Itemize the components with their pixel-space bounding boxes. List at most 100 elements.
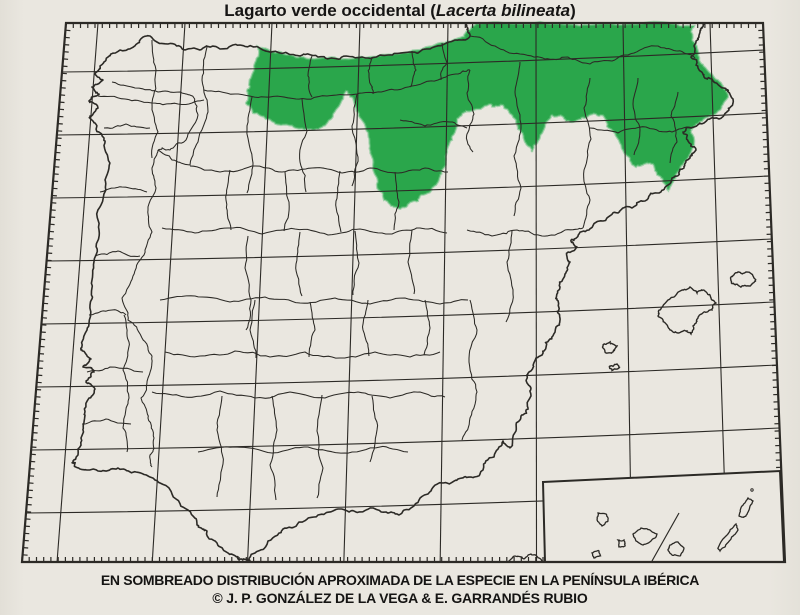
province-border — [299, 98, 308, 193]
distribution-note: EN SOMBREADO DISTRIBUCIÓN APROXIMADA DE … — [100, 572, 700, 588]
province-border — [164, 350, 441, 359]
grid-line-horizontal — [61, 49, 765, 73]
province-border — [86, 366, 144, 373]
province-border — [367, 56, 374, 95]
grid-line-vertical — [151, 22, 186, 563]
island-mallorca — [657, 286, 718, 336]
province-border — [465, 69, 475, 153]
island-lanzarote — [738, 496, 754, 518]
province-border — [440, 42, 448, 81]
province-border — [121, 149, 159, 468]
tick-row — [21, 22, 72, 563]
balearic-islands — [601, 271, 757, 372]
province-border — [269, 395, 278, 501]
island-formentera — [608, 363, 621, 372]
utm-grid — [25, 22, 783, 563]
province-border — [103, 123, 151, 129]
province-border — [335, 170, 342, 233]
province-border — [244, 235, 252, 331]
province-border — [97, 95, 205, 106]
map-title-prefix: Lagarto verde occidental ( — [224, 1, 436, 20]
province-border — [99, 186, 148, 193]
province-border — [469, 35, 696, 65]
province-border — [352, 230, 360, 296]
inset-box — [541, 469, 786, 563]
island-tenerife — [632, 527, 658, 546]
island-gran-canaria — [667, 541, 685, 557]
grid-line-horizontal — [56, 112, 767, 136]
peninsula-coastline — [71, 22, 735, 562]
province-border — [94, 250, 141, 258]
province-border — [295, 231, 303, 297]
island-menorca — [729, 271, 757, 288]
island-el-hierro — [590, 549, 602, 559]
grid-line-horizontal — [31, 427, 780, 451]
province-border — [632, 77, 641, 156]
province-border — [81, 418, 132, 425]
grid-line-vertical — [439, 22, 449, 563]
province-border — [589, 126, 695, 134]
tick-row — [65, 23, 764, 28]
map-title-suffix: ) — [570, 1, 576, 20]
island-la-palma — [596, 512, 609, 527]
grid-line-vertical — [622, 22, 633, 563]
green-distribution-area — [244, 20, 730, 210]
tick-marks — [21, 22, 782, 563]
grid-line-vertical — [343, 22, 361, 563]
province-border — [88, 309, 127, 316]
province-border — [225, 169, 232, 231]
province-border — [316, 394, 324, 499]
province-border — [246, 96, 254, 194]
island-ibiza — [601, 340, 619, 354]
province-border — [361, 299, 370, 357]
coastline — [71, 22, 735, 563]
inset-separator-slash — [651, 512, 680, 562]
province-border — [369, 395, 379, 463]
canary-inset — [541, 469, 786, 563]
province-border — [111, 81, 199, 151]
admin-borders — [81, 35, 696, 501]
province-border — [151, 40, 159, 159]
grid-line-vertical — [709, 22, 728, 563]
species-name: Lacerta bilineata — [435, 1, 571, 20]
tick-row — [757, 22, 782, 469]
grid-line-vertical — [535, 22, 538, 563]
islet-dot — [750, 488, 754, 492]
province-border — [505, 229, 514, 323]
island-la-gomera — [616, 538, 626, 548]
province-border — [461, 299, 478, 441]
province-border — [159, 295, 469, 305]
province-border — [308, 301, 316, 358]
grid-line-horizontal — [46, 238, 772, 262]
province-border — [466, 227, 584, 237]
grid-line-horizontal — [36, 364, 778, 388]
province-border — [513, 61, 522, 217]
province-border — [423, 299, 431, 356]
grid-line-vertical — [246, 22, 273, 563]
province-border — [161, 226, 448, 236]
strait-coast-fragment — [507, 553, 544, 563]
island-fuerteventura — [717, 522, 739, 553]
province-border — [393, 171, 400, 231]
province-border — [582, 77, 592, 229]
shaded-distribution-shape — [244, 20, 730, 210]
province-border — [283, 171, 290, 232]
province-border — [399, 119, 468, 129]
province-border — [669, 91, 679, 164]
grid-line-horizontal — [51, 175, 770, 199]
province-border — [197, 445, 409, 454]
province-border — [122, 314, 130, 453]
grid-line-vertical — [56, 22, 99, 563]
province-border — [407, 229, 416, 295]
province-border — [307, 55, 313, 98]
province-border — [249, 299, 257, 358]
grid-line-horizontal — [41, 301, 775, 325]
province-border — [157, 46, 209, 166]
copyright-line: © J. P. GONZÁLEZ DE LA VEGA & E. GARRAND… — [212, 590, 588, 606]
province-border — [351, 93, 359, 187]
province-border — [189, 165, 448, 174]
map-title: Lagarto verde occidental (Lacerta biline… — [0, 1, 800, 23]
tick-row — [21, 557, 544, 562]
